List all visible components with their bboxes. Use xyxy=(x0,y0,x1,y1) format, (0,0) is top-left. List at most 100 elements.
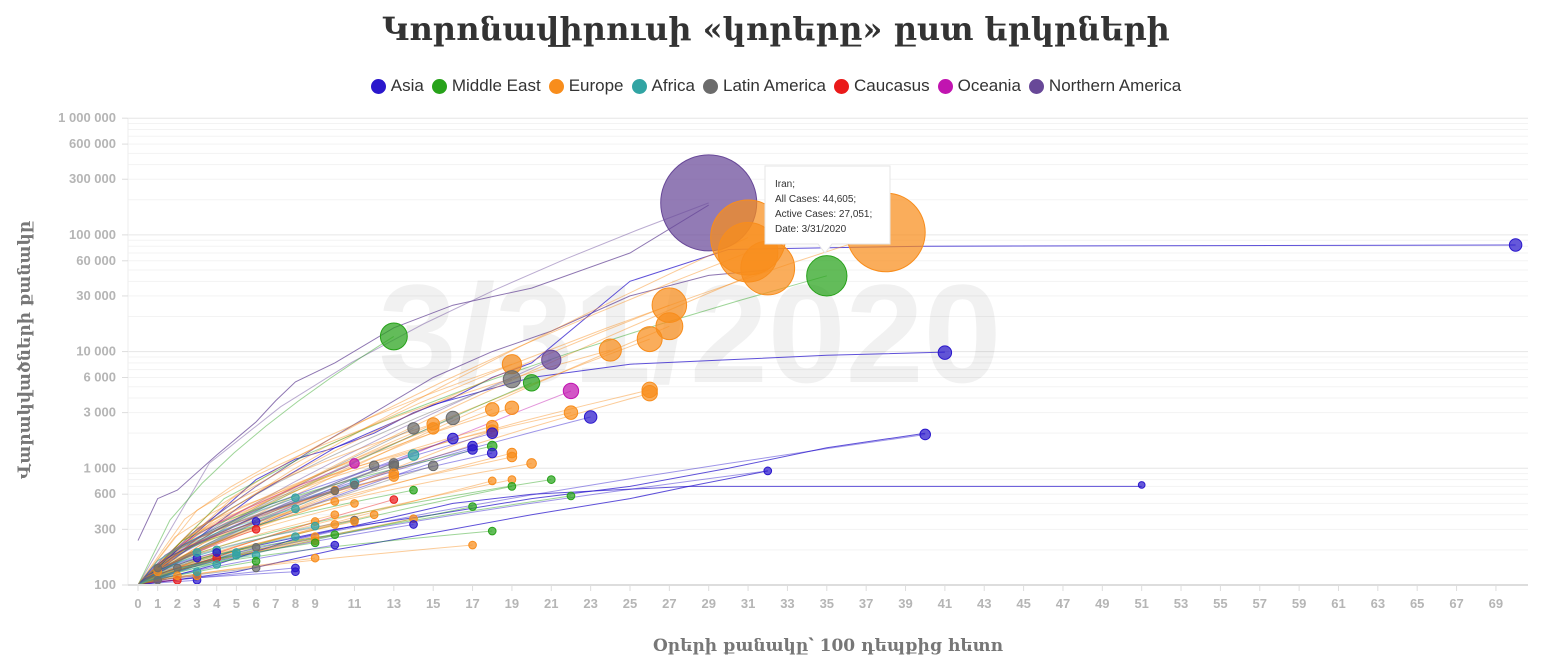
data-point-uae[interactable] xyxy=(507,482,517,491)
data-point-dominican-republic[interactable] xyxy=(350,480,359,490)
data-point-bulgaria[interactable] xyxy=(330,497,340,506)
data-point-kuwait[interactable] xyxy=(310,538,320,548)
data-point-hong-kong[interactable] xyxy=(763,466,773,476)
data-point-poland[interactable] xyxy=(426,422,440,435)
country-curve xyxy=(137,456,513,586)
data-point-philippines[interactable] xyxy=(467,444,478,455)
data-point-south-africa[interactable] xyxy=(407,449,420,461)
data-point-kenya[interactable] xyxy=(232,550,241,560)
data-point-vietnam[interactable] xyxy=(409,520,418,529)
data-point-norway[interactable] xyxy=(641,385,658,402)
data-point-france[interactable] xyxy=(740,240,796,296)
data-point-argentina[interactable] xyxy=(427,460,439,472)
data-point-palestine[interactable] xyxy=(251,556,261,566)
country-curve xyxy=(137,416,591,586)
data-point-india[interactable] xyxy=(486,447,498,459)
legend-item-northern-america[interactable]: Northern America xyxy=(1028,76,1181,96)
data-point-jordan[interactable] xyxy=(330,530,340,539)
data-point-pakistan[interactable] xyxy=(486,427,499,439)
x-tick-label: 63 xyxy=(1371,596,1385,611)
x-tick-label: 21 xyxy=(544,596,558,611)
legend-item-caucasus[interactable]: Caucasus xyxy=(833,76,930,96)
data-point-north-macedonia[interactable] xyxy=(330,520,340,529)
data-point-mauritius[interactable] xyxy=(212,560,222,569)
data-point-belgium[interactable] xyxy=(636,326,663,353)
data-point-ecuador[interactable] xyxy=(407,422,420,435)
data-point-israel[interactable] xyxy=(522,374,541,392)
x-tick-label: 5 xyxy=(233,596,240,611)
data-point-mexico[interactable] xyxy=(368,460,380,472)
data-point-andorra[interactable] xyxy=(330,510,340,520)
data-point-brazil[interactable] xyxy=(502,370,522,389)
legend-item-oceania[interactable]: Oceania xyxy=(937,76,1021,96)
data-point-iceland[interactable] xyxy=(526,458,537,469)
data-point-qatar[interactable] xyxy=(546,475,556,484)
country-curve xyxy=(137,482,355,586)
data-point-bosnia[interactable] xyxy=(350,517,359,526)
data-point-czechia[interactable] xyxy=(485,402,500,417)
data-point-brunei[interactable] xyxy=(291,567,300,577)
legend-item-europe[interactable]: Europe xyxy=(548,76,624,96)
country-curve xyxy=(137,479,552,586)
country-curve xyxy=(137,382,532,586)
data-point-new-zealand[interactable] xyxy=(349,458,360,469)
data-point-kosovo[interactable] xyxy=(173,571,182,581)
legend-item-africa[interactable]: Africa xyxy=(631,76,695,96)
data-point-bahrain[interactable] xyxy=(409,485,418,495)
country-curve xyxy=(137,575,198,586)
data-point-thailand[interactable] xyxy=(447,432,459,445)
country-curve xyxy=(137,524,414,586)
data-point-armenia[interactable] xyxy=(389,495,399,504)
data-point-chile[interactable] xyxy=(445,410,461,426)
y-tick-label: 6 000 xyxy=(83,369,116,384)
data-point-turkey[interactable] xyxy=(379,322,408,351)
data-point-nigeria[interactable] xyxy=(192,567,202,577)
legend-label: Asia xyxy=(390,76,424,95)
data-point-tunisia[interactable] xyxy=(310,521,320,531)
data-point-ivory-coast[interactable] xyxy=(192,548,202,557)
data-point-iran[interactable] xyxy=(806,255,848,297)
country-curve xyxy=(137,465,394,586)
tooltip-box xyxy=(764,165,891,254)
data-point-netherlands[interactable] xyxy=(598,338,622,362)
data-point-azerbaijan[interactable] xyxy=(251,524,261,534)
data-point-slovenia[interactable] xyxy=(487,476,497,486)
data-point-australia[interactable] xyxy=(562,382,580,400)
data-point-ukraine[interactable] xyxy=(310,553,320,563)
data-point-kazakhstan[interactable] xyxy=(251,517,261,526)
data-point-canada[interactable] xyxy=(541,349,562,370)
x-tick-label: 45 xyxy=(1016,596,1030,611)
data-point-iraq[interactable] xyxy=(566,491,576,501)
country-curve xyxy=(137,407,513,586)
data-point-bolivia[interactable] xyxy=(153,575,163,585)
data-point-denmark[interactable] xyxy=(563,405,579,420)
legend-item-asia[interactable]: Asia xyxy=(370,76,424,96)
data-point-south-korea[interactable] xyxy=(937,345,953,360)
data-point-estonia[interactable] xyxy=(388,471,400,482)
x-tick-label: 2 xyxy=(174,596,181,611)
data-point-hungary[interactable] xyxy=(350,499,359,508)
legend-item-middle-east[interactable]: Middle East xyxy=(431,76,541,96)
data-point-algeria[interactable] xyxy=(291,493,300,503)
data-point-burkina-faso[interactable] xyxy=(291,532,300,541)
data-point-colombia[interactable] xyxy=(330,486,340,496)
legend-item-latin-america[interactable]: Latin America xyxy=(702,76,826,96)
data-point-lebanon[interactable] xyxy=(468,502,477,511)
data-point-latvia[interactable] xyxy=(369,510,379,520)
data-point-malaysia[interactable] xyxy=(583,410,598,424)
data-point-japan[interactable] xyxy=(919,428,931,441)
data-point-switzerland[interactable] xyxy=(655,312,684,341)
country-curve xyxy=(137,335,395,586)
data-point-portugal[interactable] xyxy=(504,400,520,416)
data-point-greece[interactable] xyxy=(506,451,518,463)
data-point-taiwan[interactable] xyxy=(330,540,340,550)
data-point-morocco[interactable] xyxy=(291,504,300,514)
data-point-costa-rica[interactable] xyxy=(251,543,261,552)
data-point-oman[interactable] xyxy=(487,526,497,536)
data-point-cuba[interactable] xyxy=(173,563,182,573)
data-point-honduras[interactable] xyxy=(153,563,163,573)
data-point-malta[interactable] xyxy=(468,540,477,550)
data-point-uzbekistan[interactable] xyxy=(212,548,222,557)
data-point-singapore[interactable] xyxy=(1137,481,1146,489)
data-point-china[interactable] xyxy=(1508,238,1523,252)
